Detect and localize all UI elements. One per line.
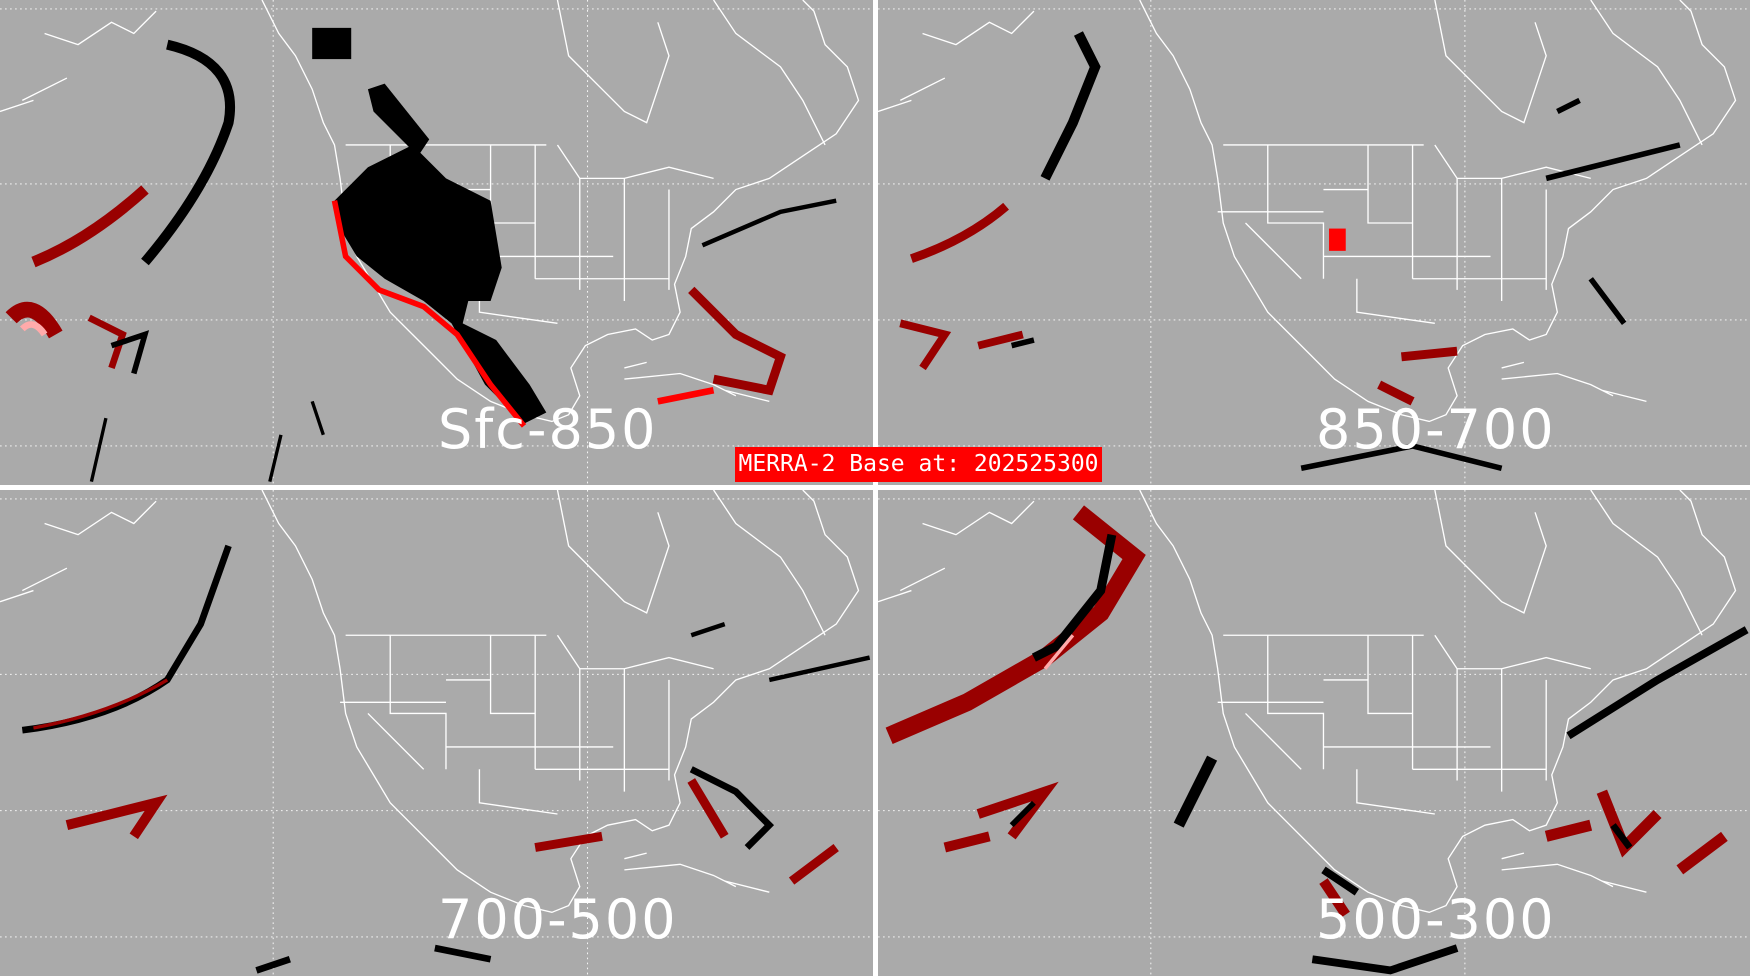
panel-850-700: 850-700	[878, 0, 1750, 485]
panel-500-300: 500-300	[878, 490, 1750, 976]
panel-sfc-850: Sfc-850	[0, 0, 873, 485]
map-500-300	[878, 490, 1750, 976]
title-banner: MERRA-2 Base at: 202525300	[735, 447, 1102, 482]
panel-700-500: 700-500	[0, 490, 873, 976]
panel-label: 500-300	[1316, 888, 1556, 951]
map-700-500	[0, 490, 873, 976]
panel-label: 850-700	[1316, 398, 1556, 461]
panel-label: Sfc-850	[438, 398, 658, 461]
map-850-700	[878, 0, 1750, 485]
panel-label: 700-500	[438, 888, 678, 951]
map-sfc-850	[0, 0, 873, 485]
